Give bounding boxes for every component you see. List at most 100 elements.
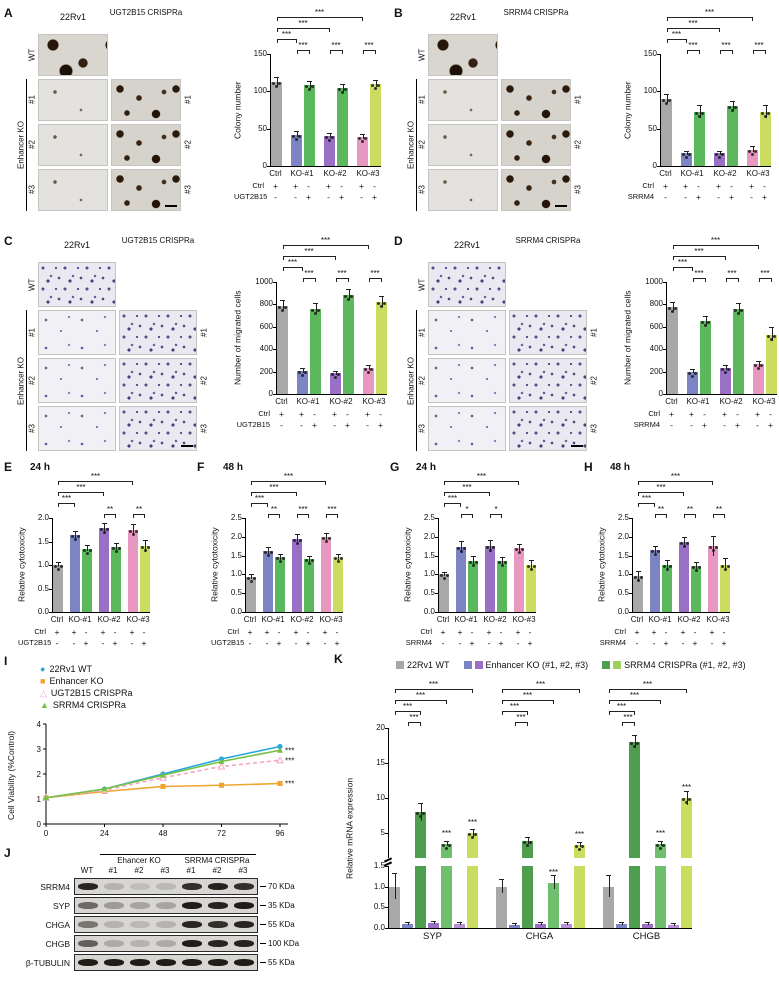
data-point — [311, 308, 314, 312]
sign: - — [313, 409, 316, 419]
error-cap — [697, 105, 702, 107]
bar — [700, 321, 711, 394]
bar — [357, 136, 368, 166]
sign: - — [664, 627, 668, 637]
bar — [275, 557, 285, 612]
panel-e-timepoint: 24 h — [30, 462, 51, 473]
data-point — [140, 546, 144, 550]
x-tick-label: Ctrl — [436, 615, 450, 624]
x-tick-label: KO-#3 — [126, 615, 150, 624]
sig-bracket — [133, 514, 145, 518]
sig-label: *** — [283, 472, 294, 481]
error-bar — [621, 922, 623, 926]
sig-label: *** — [428, 680, 439, 689]
bar — [277, 305, 288, 394]
data-point — [371, 83, 374, 87]
triangle-marker — [217, 762, 226, 770]
y-tick-label: 800 — [649, 299, 663, 309]
sign: + — [527, 638, 533, 648]
panel-k-letter: K — [334, 652, 343, 666]
sign: - — [690, 420, 693, 430]
error-bar — [326, 533, 327, 540]
error-cap — [280, 300, 285, 302]
error-bar — [375, 80, 377, 87]
protein-band — [129, 940, 151, 947]
tick-label: 4 — [37, 720, 42, 729]
data-point — [344, 295, 347, 299]
sig-bracket — [638, 492, 684, 496]
data-point — [350, 295, 353, 299]
data-point — [688, 371, 691, 375]
bar-chart: Relative cytotoxicity 0.0 0.5 1.0 1.5 2.0 ** **… — [16, 472, 150, 648]
sign-row: Ctrl + + - + - + - — [258, 409, 386, 419]
bar — [128, 529, 138, 612]
sig-label: *** — [298, 41, 308, 50]
y-tick-label: 1.5 — [373, 861, 385, 870]
bar — [428, 923, 439, 928]
sign: - — [670, 420, 673, 430]
error-cap — [130, 524, 136, 526]
viability-line-chart: 0 1 2 3 4 0 24 48 72 96 *** *** *** — [16, 716, 316, 847]
micrograph — [509, 358, 587, 403]
sig-bracket — [501, 689, 580, 693]
panel-a: A 22Rv1 UGT2B15 CRISPRa WT #1 #2 #3 Enhancer K… — [4, 6, 389, 230]
error-cap — [499, 557, 505, 559]
y-tick — [273, 371, 277, 373]
protein-band — [129, 902, 151, 909]
sig-bracket — [758, 278, 772, 282]
error-cap — [306, 556, 312, 558]
error-bar — [696, 563, 697, 570]
y-tick — [385, 728, 389, 729]
error-bar — [667, 561, 668, 569]
sig-label: *** — [727, 269, 737, 278]
bar — [441, 866, 452, 928]
sig-label: *** — [721, 41, 731, 50]
blot-lane — [75, 879, 101, 894]
error-bar — [765, 106, 767, 119]
micrograph — [111, 169, 181, 211]
data-point — [575, 844, 578, 848]
x-tick-label: KO-#3 — [512, 615, 536, 624]
sig-bracket — [686, 50, 700, 54]
panel-h-timepoint: 48 h — [610, 462, 631, 473]
y-tick — [385, 763, 389, 765]
y-tick — [49, 518, 53, 519]
panel-f-cytotoxicity-chart: Relative cytotoxicity 0.0 0.5 1.0 1.5 2.0 2.5 *… — [209, 472, 343, 648]
sign-row: UGT2B15- - + - + - + — [211, 638, 342, 648]
data-point — [701, 321, 704, 325]
row-label: #3 — [27, 185, 37, 195]
cell-line-label: 22Rv1 — [453, 240, 480, 250]
error-cap — [294, 534, 300, 536]
error-bar — [501, 880, 503, 893]
sign: - — [723, 420, 726, 430]
sig-label: *** — [285, 746, 294, 755]
error-bar — [540, 922, 542, 926]
panel-b: B 22Rv1 SRRM4 CRISPRa WT #1 #2 #3 Enhancer KO #… — [394, 6, 775, 230]
error-cap — [277, 553, 283, 555]
data-point — [751, 152, 754, 156]
x-tick-labels: Ctrl KO-#1 KO-#2 KO-#3 — [437, 615, 536, 626]
x-tick-labels: Ctrl KO-#1 KO-#2 KO-#3 — [269, 169, 380, 180]
blot-row: SRRM4 70 KDa — [12, 877, 310, 896]
data-point — [514, 548, 518, 552]
panel-a-letter: A — [4, 6, 13, 20]
error-bar — [719, 151, 721, 155]
panel-c-migration-chart: Number of migrated cells 0 200 400 600 800 100… — [232, 234, 387, 430]
data-point — [249, 580, 253, 584]
bar — [650, 549, 660, 612]
legend-label: UGT2B15 CRISPRa — [50, 688, 133, 698]
legend-item: SRRM4 CRISPRa (#1, #2, #3) — [602, 660, 746, 670]
bar — [376, 302, 387, 394]
data-point — [721, 368, 724, 372]
bar — [720, 565, 730, 612]
error-bar — [407, 922, 409, 926]
sig-label: *** — [298, 505, 308, 514]
group-label: Enhancer KO — [406, 120, 416, 170]
data-point — [117, 547, 121, 551]
x-tick-label: KO-#2 — [97, 615, 121, 624]
y-tick-label: 0 — [658, 389, 663, 398]
bar — [691, 566, 701, 612]
data-point — [266, 554, 270, 558]
panel-c: C 22Rv1 UGT2B15 CRISPRa WT #1 #2 #3 Enhancer K… — [4, 234, 389, 456]
x-tick-label: KO-#3 — [706, 615, 730, 624]
